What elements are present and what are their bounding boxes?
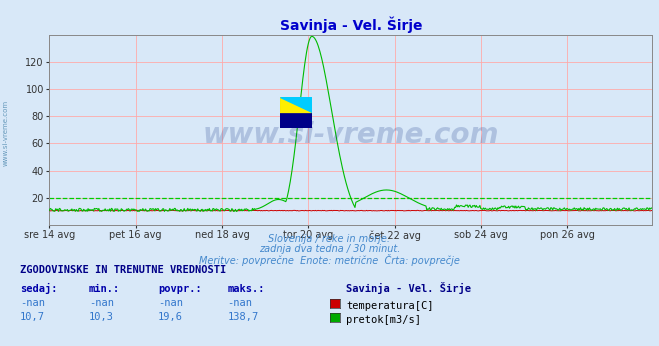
Text: 138,7: 138,7 [227, 312, 258, 322]
Text: -nan: -nan [158, 298, 183, 308]
Text: min.:: min.: [89, 284, 120, 294]
Text: 10,7: 10,7 [20, 312, 45, 322]
Text: temperatura[C]: temperatura[C] [346, 301, 434, 311]
Text: sedaj:: sedaj: [20, 283, 57, 294]
Text: 19,6: 19,6 [158, 312, 183, 322]
Text: 10,3: 10,3 [89, 312, 114, 322]
Text: Savinja - Vel. Širje: Savinja - Vel. Širje [346, 282, 471, 294]
Text: pretok[m3/s]: pretok[m3/s] [346, 315, 421, 325]
Text: www.si-vreme.com: www.si-vreme.com [203, 121, 499, 149]
Text: Meritve: povprečne  Enote: metrične  Črta: povprečje: Meritve: povprečne Enote: metrične Črta:… [199, 254, 460, 266]
Text: -nan: -nan [227, 298, 252, 308]
Text: Slovenija / reke in morje.: Slovenija / reke in morje. [268, 234, 391, 244]
Text: zadnja dva tedna / 30 minut.: zadnja dva tedna / 30 minut. [259, 244, 400, 254]
Text: www.si-vreme.com: www.si-vreme.com [2, 100, 9, 166]
Polygon shape [280, 97, 312, 112]
Text: -nan: -nan [89, 298, 114, 308]
Title: Savinja - Vel. Širje: Savinja - Vel. Širje [279, 17, 422, 34]
Text: povpr.:: povpr.: [158, 284, 202, 294]
Text: maks.:: maks.: [227, 284, 265, 294]
Text: ZGODOVINSKE IN TRENUTNE VREDNOSTI: ZGODOVINSKE IN TRENUTNE VREDNOSTI [20, 265, 226, 275]
Text: -nan: -nan [20, 298, 45, 308]
Polygon shape [280, 97, 312, 112]
